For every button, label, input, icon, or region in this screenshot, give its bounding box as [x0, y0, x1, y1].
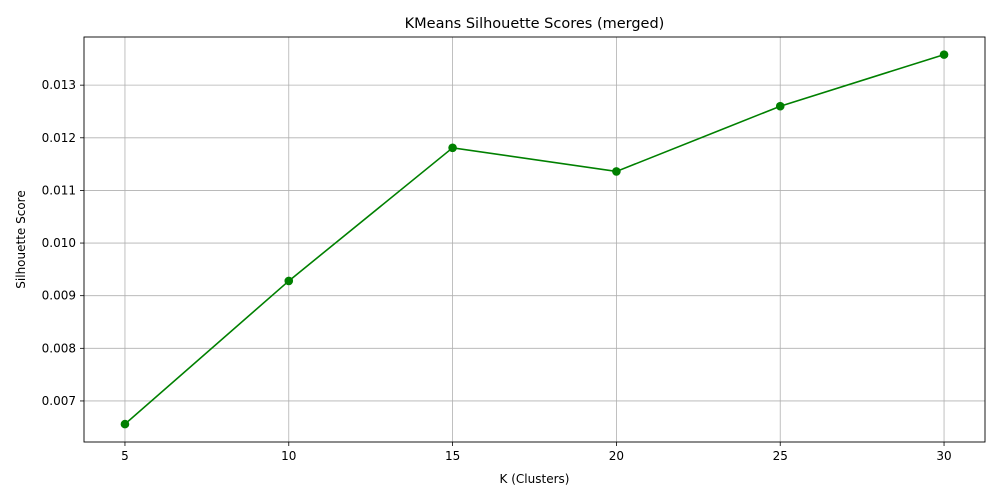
x-tick-label: 5: [121, 449, 129, 463]
x-axis-label: K (Clusters): [500, 472, 570, 486]
series-line: [124, 53, 945, 425]
y-axis-label: Silhouette Score: [14, 190, 28, 288]
data-point: [612, 167, 621, 176]
x-tick-label: 15: [445, 449, 460, 463]
y-tick-label: 0.013: [42, 78, 76, 92]
grid-layer: [84, 37, 985, 442]
data-point: [284, 276, 294, 286]
y-tick-label: 0.010: [42, 236, 76, 250]
y-tick-label: 0.009: [42, 289, 76, 303]
x-tick-label: 20: [609, 449, 624, 463]
chart-title: KMeans Silhouette Scores (merged): [405, 16, 665, 32]
y-tick-label: 0.012: [42, 131, 76, 145]
x-tick-label: 10: [281, 449, 296, 463]
data-point: [448, 143, 457, 153]
y-tick-label: 0.011: [42, 183, 76, 197]
data-point: [120, 419, 130, 429]
plot-frame: [83, 36, 986, 443]
data-point: [775, 101, 785, 111]
y-tick-label: 0.008: [42, 341, 76, 355]
x-tick-label: 30: [936, 449, 951, 463]
x-tick-label: 25: [773, 449, 788, 463]
y-tick-label: 0.007: [42, 394, 76, 408]
tick-layer: 5 10 15 20 25 30 0.007 0.008 0.009 0.010 0.011 0.01…: [42, 78, 952, 463]
data-point: [939, 50, 949, 59]
series-layer: [120, 50, 949, 429]
